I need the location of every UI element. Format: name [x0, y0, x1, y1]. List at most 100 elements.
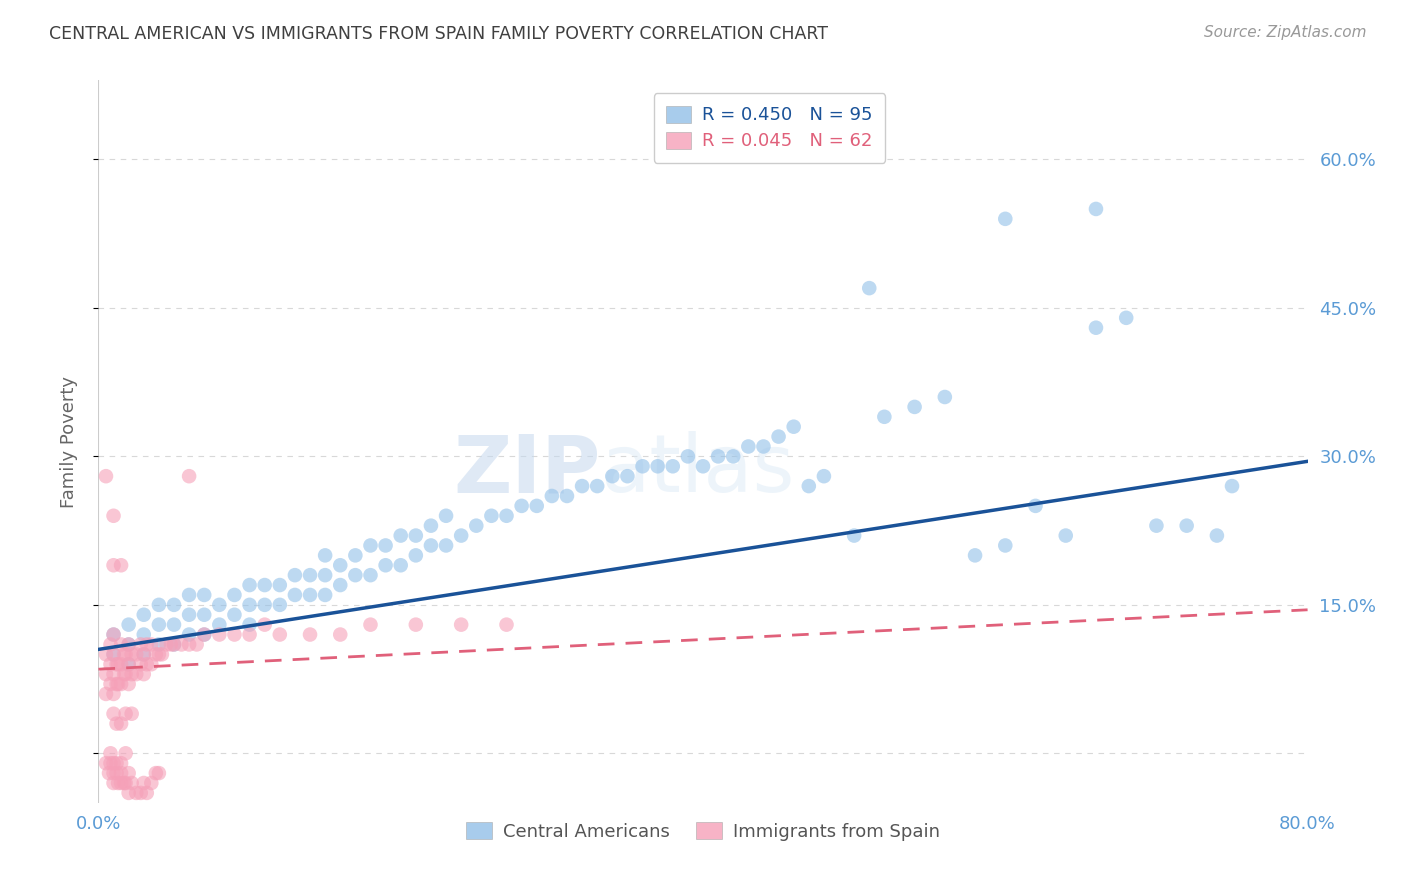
Point	[224, 627, 246, 641]
Point	[737, 440, 759, 454]
Point	[94, 687, 117, 701]
Point	[132, 627, 155, 641]
Point	[253, 598, 276, 612]
Point	[132, 776, 155, 790]
Point	[707, 450, 730, 464]
Point	[148, 637, 170, 651]
Point	[118, 786, 141, 800]
Point	[100, 756, 122, 771]
Point	[526, 499, 548, 513]
Point	[374, 558, 396, 573]
Point	[239, 627, 262, 641]
Point	[110, 677, 132, 691]
Point	[100, 747, 122, 761]
Point	[299, 568, 322, 582]
Point	[208, 627, 231, 641]
Point	[647, 459, 669, 474]
Point	[114, 776, 136, 790]
Point	[141, 776, 163, 790]
Point	[314, 568, 336, 582]
Point	[420, 539, 443, 553]
Point	[253, 578, 276, 592]
Point	[329, 558, 352, 573]
Point	[994, 211, 1017, 226]
Point	[110, 766, 132, 780]
Point	[193, 607, 215, 622]
Point	[844, 528, 866, 542]
Point	[344, 568, 367, 582]
Point	[329, 627, 352, 641]
Point	[208, 598, 231, 612]
Point	[155, 637, 177, 651]
Point	[752, 440, 775, 454]
Point	[118, 617, 141, 632]
Point	[208, 617, 231, 632]
Point	[110, 657, 132, 672]
Point	[904, 400, 927, 414]
Point	[105, 756, 128, 771]
Point	[434, 508, 457, 523]
Point	[269, 578, 291, 592]
Point	[661, 459, 683, 474]
Point	[360, 617, 382, 632]
Point	[405, 617, 427, 632]
Point	[631, 459, 654, 474]
Point	[1175, 518, 1198, 533]
Point	[723, 450, 745, 464]
Point	[118, 657, 141, 672]
Point	[148, 598, 170, 612]
Point	[112, 667, 135, 681]
Point	[103, 648, 125, 662]
Point	[555, 489, 578, 503]
Point	[148, 766, 170, 780]
Point	[100, 637, 122, 651]
Point	[103, 667, 125, 681]
Point	[114, 648, 136, 662]
Point	[114, 667, 136, 681]
Point	[132, 667, 155, 681]
Point	[135, 637, 157, 651]
Point	[103, 508, 125, 523]
Point	[179, 469, 201, 483]
Point	[100, 657, 122, 672]
Point	[132, 648, 155, 662]
Point	[934, 390, 956, 404]
Point	[465, 518, 488, 533]
Point	[450, 617, 472, 632]
Point	[98, 766, 121, 780]
Point	[103, 766, 125, 780]
Point	[94, 648, 117, 662]
Point	[284, 588, 307, 602]
Point	[105, 677, 128, 691]
Point	[103, 706, 125, 721]
Point	[105, 766, 128, 780]
Point	[179, 637, 201, 651]
Point	[676, 450, 699, 464]
Point	[107, 657, 129, 672]
Legend: Central Americans, Immigrants from Spain: Central Americans, Immigrants from Spain	[460, 814, 946, 848]
Point	[186, 637, 208, 651]
Point	[100, 677, 122, 691]
Point	[299, 627, 322, 641]
Point	[118, 657, 141, 672]
Point	[783, 419, 806, 434]
Point	[141, 657, 163, 672]
Point	[118, 677, 141, 691]
Point	[94, 756, 117, 771]
Point	[858, 281, 880, 295]
Point	[994, 539, 1017, 553]
Point	[360, 539, 382, 553]
Point	[121, 667, 143, 681]
Point	[314, 588, 336, 602]
Text: atlas: atlas	[600, 432, 794, 509]
Point	[284, 568, 307, 582]
Point	[148, 648, 170, 662]
Point	[163, 598, 186, 612]
Point	[112, 648, 135, 662]
Point	[125, 648, 148, 662]
Point	[239, 617, 262, 632]
Point	[1024, 499, 1046, 513]
Point	[103, 648, 125, 662]
Point	[107, 677, 129, 691]
Point	[1144, 518, 1167, 533]
